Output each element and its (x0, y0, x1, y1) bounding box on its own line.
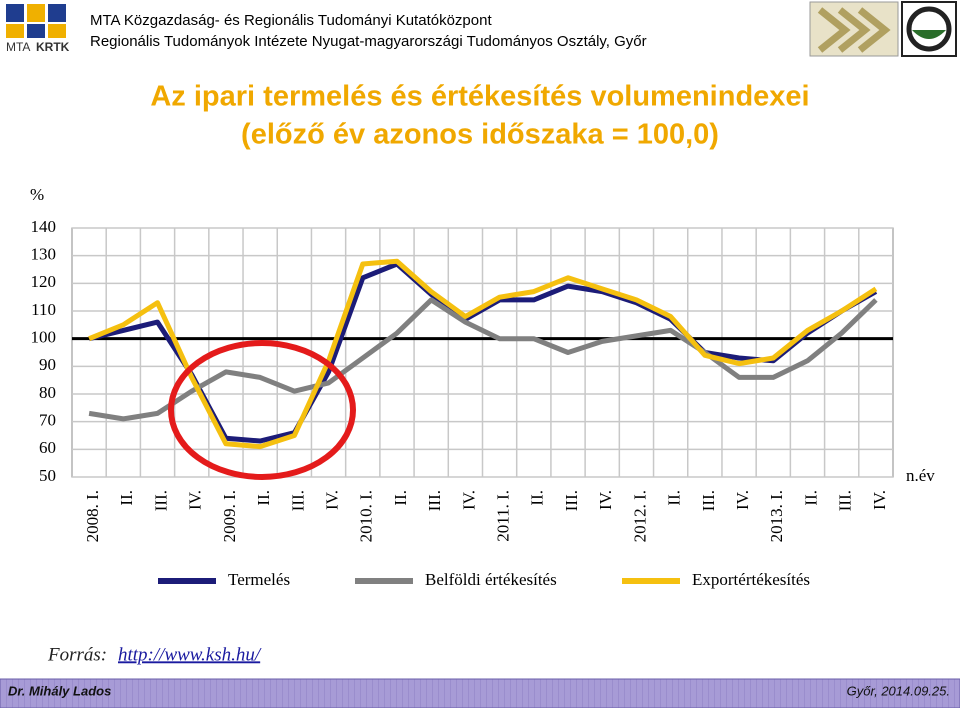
x-tick-label: IV. (459, 490, 478, 510)
footer-date: Győr, 2014.09.25. (847, 683, 950, 698)
x-tick-label: 2013. I. (767, 490, 786, 542)
y-tick-label: 60 (39, 438, 56, 457)
y-tick-label: 120 (31, 272, 57, 291)
logo-prefix: MTA (6, 40, 30, 54)
x-tick-label: III. (836, 490, 855, 511)
x-tick-label: II. (801, 490, 820, 506)
x-tick-label: IV. (870, 490, 889, 510)
logo: MTA KRTK (6, 4, 70, 54)
partner-logos (809, 1, 957, 57)
x-tick-label: II. (117, 490, 136, 506)
y-tick-label: 50 (39, 466, 56, 485)
legend-label: Belföldi értékesítés (425, 570, 557, 589)
y-tick-label: 90 (39, 355, 56, 374)
y-tick-label: 110 (31, 300, 56, 319)
logo-name: KRTK (36, 40, 70, 54)
x-tick-label: 2012. I. (630, 490, 649, 542)
footer-bar (0, 678, 960, 708)
x-tick-label: II. (528, 490, 547, 506)
legend-label: Exportértékesítés (692, 570, 810, 589)
x-axis-label: n.év (906, 466, 935, 485)
source-link[interactable]: http://www.ksh.hu/ (118, 644, 262, 665)
source-label: Forrás: (47, 644, 107, 665)
x-tick-label: III. (288, 490, 307, 511)
x-tick-label: IV. (322, 490, 341, 510)
highlight-ellipse (168, 340, 356, 480)
y-tick-label: 70 (39, 411, 56, 430)
x-tick-label: II. (391, 490, 410, 506)
x-tick-label: II. (254, 490, 273, 506)
y-tick-label: 80 (39, 383, 56, 402)
x-tick-label: IV. (186, 490, 205, 510)
x-tick-label: 2011. I. (494, 490, 513, 542)
y-tick-label: 130 (31, 245, 57, 264)
x-tick-label: IV. (733, 490, 752, 510)
chart-subtitle: (előző év azonos időszaka = 100,0) (241, 119, 719, 151)
x-tick-label: II. (665, 490, 684, 506)
x-tick-label: III. (699, 490, 718, 511)
x-tick-label: 2009. I. (220, 490, 239, 542)
series-line (88, 297, 878, 422)
y-tick-label: 140 (31, 217, 57, 236)
series-line (88, 258, 878, 450)
plot: 50 60 70 80 90 100 110 120 130 140 2008. I. II. III.… (31, 217, 894, 589)
x-tick-label: 2010. I. (357, 490, 376, 542)
x-tick-label: IV. (596, 490, 615, 510)
x-tick-label: III. (562, 490, 581, 511)
x-tick-label: 2008. I. (83, 490, 102, 542)
x-tick-label: III. (151, 490, 170, 511)
x-tick-label: III. (425, 490, 444, 511)
y-axis-label: % (30, 185, 44, 204)
y-tick-label: 100 (31, 328, 57, 347)
footer-author: Dr. Mihály Lados (8, 683, 111, 698)
header-line: MTA Közgazdaság- és Regionális Tudományi… (90, 12, 492, 29)
legend-label: Termelés (228, 570, 290, 589)
header-line: Regionális Tudományok Intézete Nyugat-ma… (90, 33, 647, 50)
chart-title: Az ipari termelés és értékesítés volumen… (150, 81, 809, 113)
